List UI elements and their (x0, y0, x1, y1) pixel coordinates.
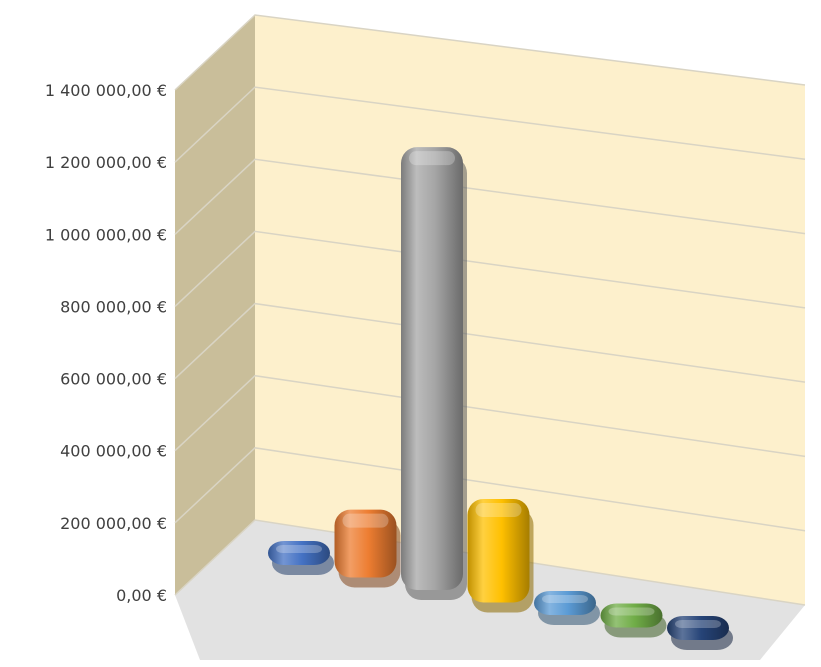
bar-highlight (475, 502, 522, 517)
gridline (174, 230, 806, 309)
gridline (174, 519, 806, 606)
bar-group (268, 541, 334, 575)
bar-highlight (342, 513, 389, 528)
chart-back-wall (255, 15, 805, 605)
bar-group (467, 498, 534, 613)
bar-highlight (608, 607, 655, 616)
bar[interactable] (600, 603, 663, 628)
bar-group (534, 591, 600, 625)
y-tick-label: 1 400 000,00 € (45, 81, 167, 100)
y-tick-label: 200 000,00 € (60, 514, 167, 533)
y-tick-label: 400 000,00 € (60, 442, 167, 461)
chart-side-wall (175, 15, 255, 595)
bar-highlight (409, 151, 455, 166)
gridline (174, 447, 806, 532)
bar[interactable] (667, 616, 729, 640)
y-tick-label: 1 000 000,00 € (45, 225, 167, 244)
y-tick-label: 0,00 € (116, 586, 167, 605)
bar-group (334, 509, 401, 588)
bar-group (600, 603, 667, 638)
bar-group (667, 616, 733, 650)
gridline (174, 14, 806, 91)
y-tick-label: 1 200 000,00 € (45, 153, 167, 172)
bar-highlight (675, 620, 721, 628)
bar-highlight (542, 595, 588, 603)
bar[interactable] (534, 591, 596, 615)
y-tick-label: 800 000,00 € (60, 297, 167, 316)
bar-group (401, 147, 467, 601)
gridline (174, 374, 806, 458)
bar[interactable] (467, 498, 530, 603)
gridline (174, 302, 806, 383)
y-tick-label: 600 000,00 € (60, 370, 167, 389)
bar[interactable] (401, 147, 463, 591)
bar[interactable] (268, 541, 330, 565)
bar-highlight (276, 545, 322, 553)
gridline (174, 158, 806, 235)
bar[interactable] (334, 509, 397, 578)
gridline (174, 86, 806, 163)
